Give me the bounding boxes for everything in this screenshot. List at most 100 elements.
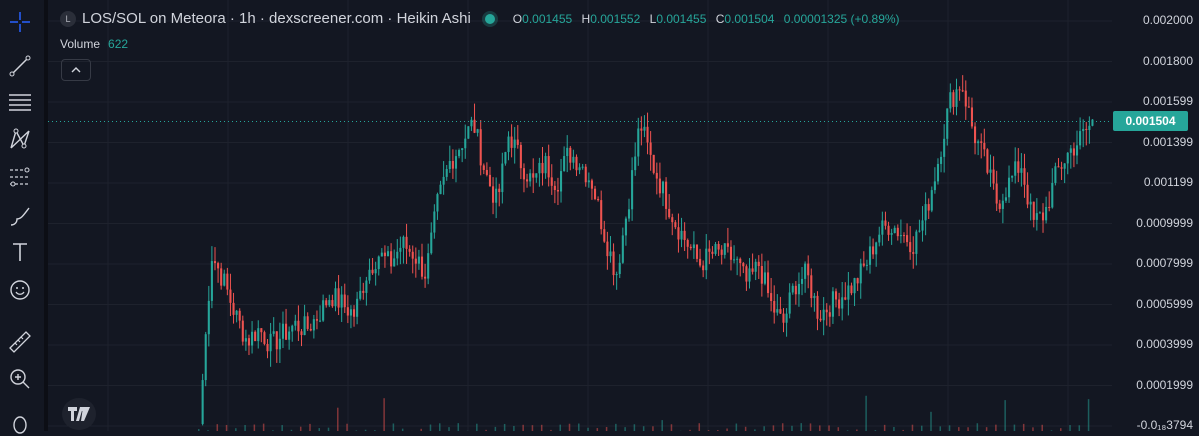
- candlestick-plot[interactable]: [48, 0, 1112, 431]
- tradingview-logo[interactable]: [62, 398, 96, 430]
- volume-bar: [884, 425, 886, 431]
- symbol-logo-icon: L: [60, 11, 76, 27]
- volume-bar: [865, 396, 867, 431]
- text-icon[interactable]: [6, 238, 34, 266]
- candle-body: [415, 259, 417, 264]
- candle-body: [637, 128, 639, 156]
- chart-pane[interactable]: [48, 0, 1112, 431]
- candle-body: [940, 157, 942, 164]
- collapse-legend-button[interactable]: [61, 59, 91, 81]
- low-value: 0.001455: [656, 12, 706, 26]
- last-price-label: 0.001504: [1113, 111, 1188, 131]
- candle-body: [912, 252, 914, 254]
- candle-body: [798, 284, 800, 294]
- volume-bar: [309, 424, 311, 431]
- volume-bar: [300, 427, 302, 431]
- volume-bar: [810, 423, 812, 431]
- volume-bar: [532, 425, 534, 431]
- candle-body: [1017, 161, 1019, 172]
- candle-body: [245, 338, 247, 341]
- candle-body: [752, 268, 754, 271]
- candle-body: [736, 259, 738, 260]
- volume-bar: [819, 425, 821, 431]
- candle-body: [594, 189, 596, 199]
- volume-bar: [800, 423, 802, 431]
- candle-body: [891, 233, 893, 235]
- candle-body: [838, 299, 840, 308]
- candle-body: [1036, 213, 1038, 220]
- candle-body: [381, 253, 383, 257]
- zoom-icon[interactable]: [6, 365, 34, 393]
- ruler-icon[interactable]: [6, 328, 34, 356]
- volume-bar: [930, 412, 932, 431]
- candle-body: [334, 288, 336, 306]
- pattern-icon[interactable]: [6, 125, 34, 153]
- candle-body: [446, 169, 448, 177]
- candle-body: [421, 257, 423, 277]
- candle-body: [1079, 131, 1081, 145]
- candle-body: [520, 145, 522, 168]
- candle-body: [223, 274, 225, 286]
- candle-body: [554, 186, 556, 190]
- crosshair-icon[interactable]: [6, 8, 34, 36]
- volume-bar: [244, 425, 246, 431]
- candle-body: [921, 220, 923, 230]
- market-status-icon: [485, 14, 495, 24]
- candle-body: [220, 268, 222, 285]
- candle-body: [495, 189, 497, 203]
- candle-body: [721, 250, 723, 255]
- candle-body: [331, 300, 333, 306]
- volume-bar: [476, 424, 478, 431]
- candle-body: [260, 328, 262, 332]
- candle-body: [566, 148, 568, 156]
- chart-title[interactable]: LOS/SOL on Meteora · 1h · dexscreener.co…: [82, 10, 471, 27]
- candle-body: [727, 243, 729, 247]
- volume-bar: [569, 424, 571, 431]
- change-value: 0.00001325 (+0.89%): [784, 12, 900, 26]
- volume-bar: [893, 427, 895, 431]
- volume-label: Volume: [60, 37, 100, 51]
- candle-body: [968, 106, 970, 107]
- candle-body: [263, 332, 265, 344]
- fib-icon[interactable]: [6, 163, 34, 191]
- volume-bar: [745, 427, 747, 431]
- candle-body: [937, 164, 939, 181]
- candle-body: [211, 261, 213, 301]
- candle-body: [603, 229, 605, 241]
- candle-body: [236, 311, 238, 315]
- candle-body: [449, 161, 451, 169]
- volume-bar: [652, 426, 654, 431]
- candle-body: [396, 252, 398, 259]
- lock-icon[interactable]: [6, 408, 34, 436]
- emoji-icon[interactable]: [6, 276, 34, 304]
- candle-body: [863, 263, 865, 265]
- candle-body: [770, 293, 772, 301]
- volume-bar: [495, 427, 497, 431]
- trend-line-icon[interactable]: [6, 52, 34, 80]
- candle-body: [347, 307, 349, 315]
- volume-bar: [1004, 400, 1006, 431]
- candle-body: [492, 186, 494, 202]
- candle-body: [266, 344, 268, 351]
- candle-body: [965, 91, 967, 107]
- candle-body: [708, 249, 710, 252]
- candle-body: [650, 142, 652, 154]
- candle-body: [999, 204, 1001, 209]
- candle-body: [353, 309, 355, 317]
- candle-body: [384, 253, 386, 256]
- candle-body: [844, 297, 846, 299]
- horizontal-lines-icon[interactable]: [6, 88, 34, 116]
- candle-body: [955, 89, 957, 107]
- candle-body: [1061, 167, 1063, 168]
- brush-icon[interactable]: [6, 202, 34, 230]
- candle-body: [857, 278, 859, 283]
- candle-body: [625, 219, 627, 236]
- candle-body: [767, 272, 769, 293]
- open-value: 0.001455: [522, 12, 572, 26]
- candle-body: [1045, 207, 1047, 220]
- volume-bar: [828, 425, 830, 431]
- candle-body: [789, 292, 791, 313]
- volume-bar: [606, 427, 608, 431]
